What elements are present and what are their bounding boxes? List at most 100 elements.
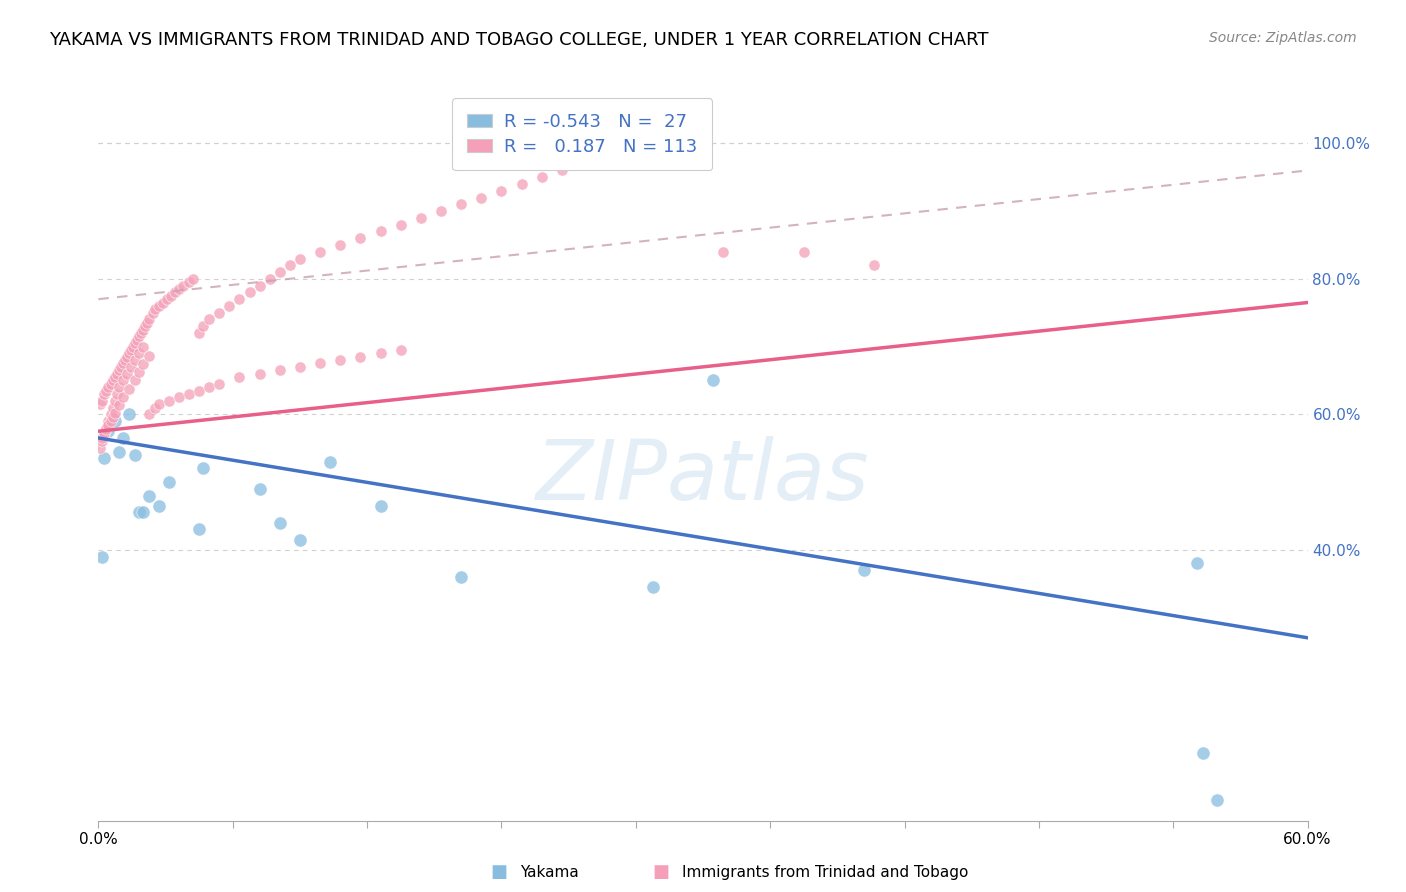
Point [120, 343, 142, 357]
Point [124, 336, 146, 351]
Point [91, 431, 114, 445]
Point [111, 390, 134, 404]
Point [100, 376, 122, 391]
Point [93, 387, 115, 401]
Point [863, 258, 886, 272]
Point [450, 197, 472, 211]
Point [188, 523, 211, 537]
Point [370, 224, 392, 238]
Text: ■: ■ [491, 863, 508, 881]
Point [288, 533, 311, 547]
Point [107, 398, 129, 412]
Point [89, 397, 111, 411]
Text: Source: ZipAtlas.com: Source: ZipAtlas.com [1209, 31, 1357, 45]
Point [163, 285, 186, 300]
Point [101, 401, 124, 415]
Point [132, 506, 155, 520]
Point [288, 252, 311, 266]
Point [349, 231, 371, 245]
Point [103, 406, 125, 420]
Point [269, 363, 291, 377]
Point [93, 426, 115, 441]
Point [121, 340, 143, 354]
Point [370, 499, 392, 513]
Point [96, 422, 118, 436]
Point [470, 190, 492, 204]
Text: ZIPatlas: ZIPatlas [536, 436, 870, 517]
Point [111, 431, 134, 445]
Point [793, 244, 815, 259]
Point [103, 393, 125, 408]
Point [309, 356, 332, 371]
Point [193, 319, 215, 334]
Point [128, 506, 150, 520]
Point [120, 359, 142, 374]
Point [181, 272, 204, 286]
Point [132, 340, 155, 354]
Point [269, 516, 291, 530]
Point [1206, 793, 1229, 807]
Point [96, 384, 118, 398]
Point [160, 289, 183, 303]
Point [110, 359, 132, 374]
Point [167, 390, 190, 404]
Point [1191, 746, 1213, 760]
Point [228, 370, 250, 384]
Point [269, 265, 291, 279]
Point [138, 312, 160, 326]
Point [128, 346, 150, 360]
Point [103, 370, 125, 384]
Point [103, 414, 125, 428]
Point [188, 384, 211, 398]
Point [156, 292, 179, 306]
Point [249, 482, 271, 496]
Point [91, 434, 114, 449]
Point [430, 204, 453, 219]
Point [179, 275, 201, 289]
Text: ■: ■ [652, 863, 669, 881]
Point [125, 333, 148, 347]
Text: Yakama: Yakama [520, 865, 579, 880]
Text: Immigrants from Trinidad and Tobago: Immigrants from Trinidad and Tobago [682, 865, 969, 880]
Point [148, 397, 170, 411]
Point [389, 343, 412, 357]
Point [148, 299, 170, 313]
Point [329, 238, 352, 252]
Point [128, 365, 150, 379]
Point [193, 461, 215, 475]
Point [124, 353, 146, 368]
Point [142, 306, 165, 320]
Point [97, 380, 120, 394]
Point [228, 292, 250, 306]
Point [105, 387, 128, 401]
Point [97, 424, 120, 438]
Point [288, 359, 311, 374]
Point [124, 448, 146, 462]
Point [571, 157, 593, 171]
Point [188, 326, 211, 340]
Point [118, 407, 141, 421]
Point [349, 350, 371, 364]
Point [853, 563, 876, 577]
Point [157, 475, 180, 489]
Point [208, 376, 231, 391]
Point [105, 367, 128, 381]
Point [143, 302, 166, 317]
Point [329, 353, 352, 368]
Point [641, 580, 664, 594]
Point [389, 218, 412, 232]
Point [132, 357, 155, 371]
Point [96, 421, 118, 435]
Point [111, 373, 134, 387]
Point [143, 401, 166, 415]
Point [450, 570, 472, 584]
Point [118, 382, 141, 396]
Point [702, 373, 724, 387]
Point [198, 312, 221, 326]
Point [198, 380, 221, 394]
Point [138, 349, 160, 363]
Point [107, 444, 129, 458]
Point [115, 350, 138, 364]
Point [249, 367, 271, 381]
Point [118, 346, 141, 360]
